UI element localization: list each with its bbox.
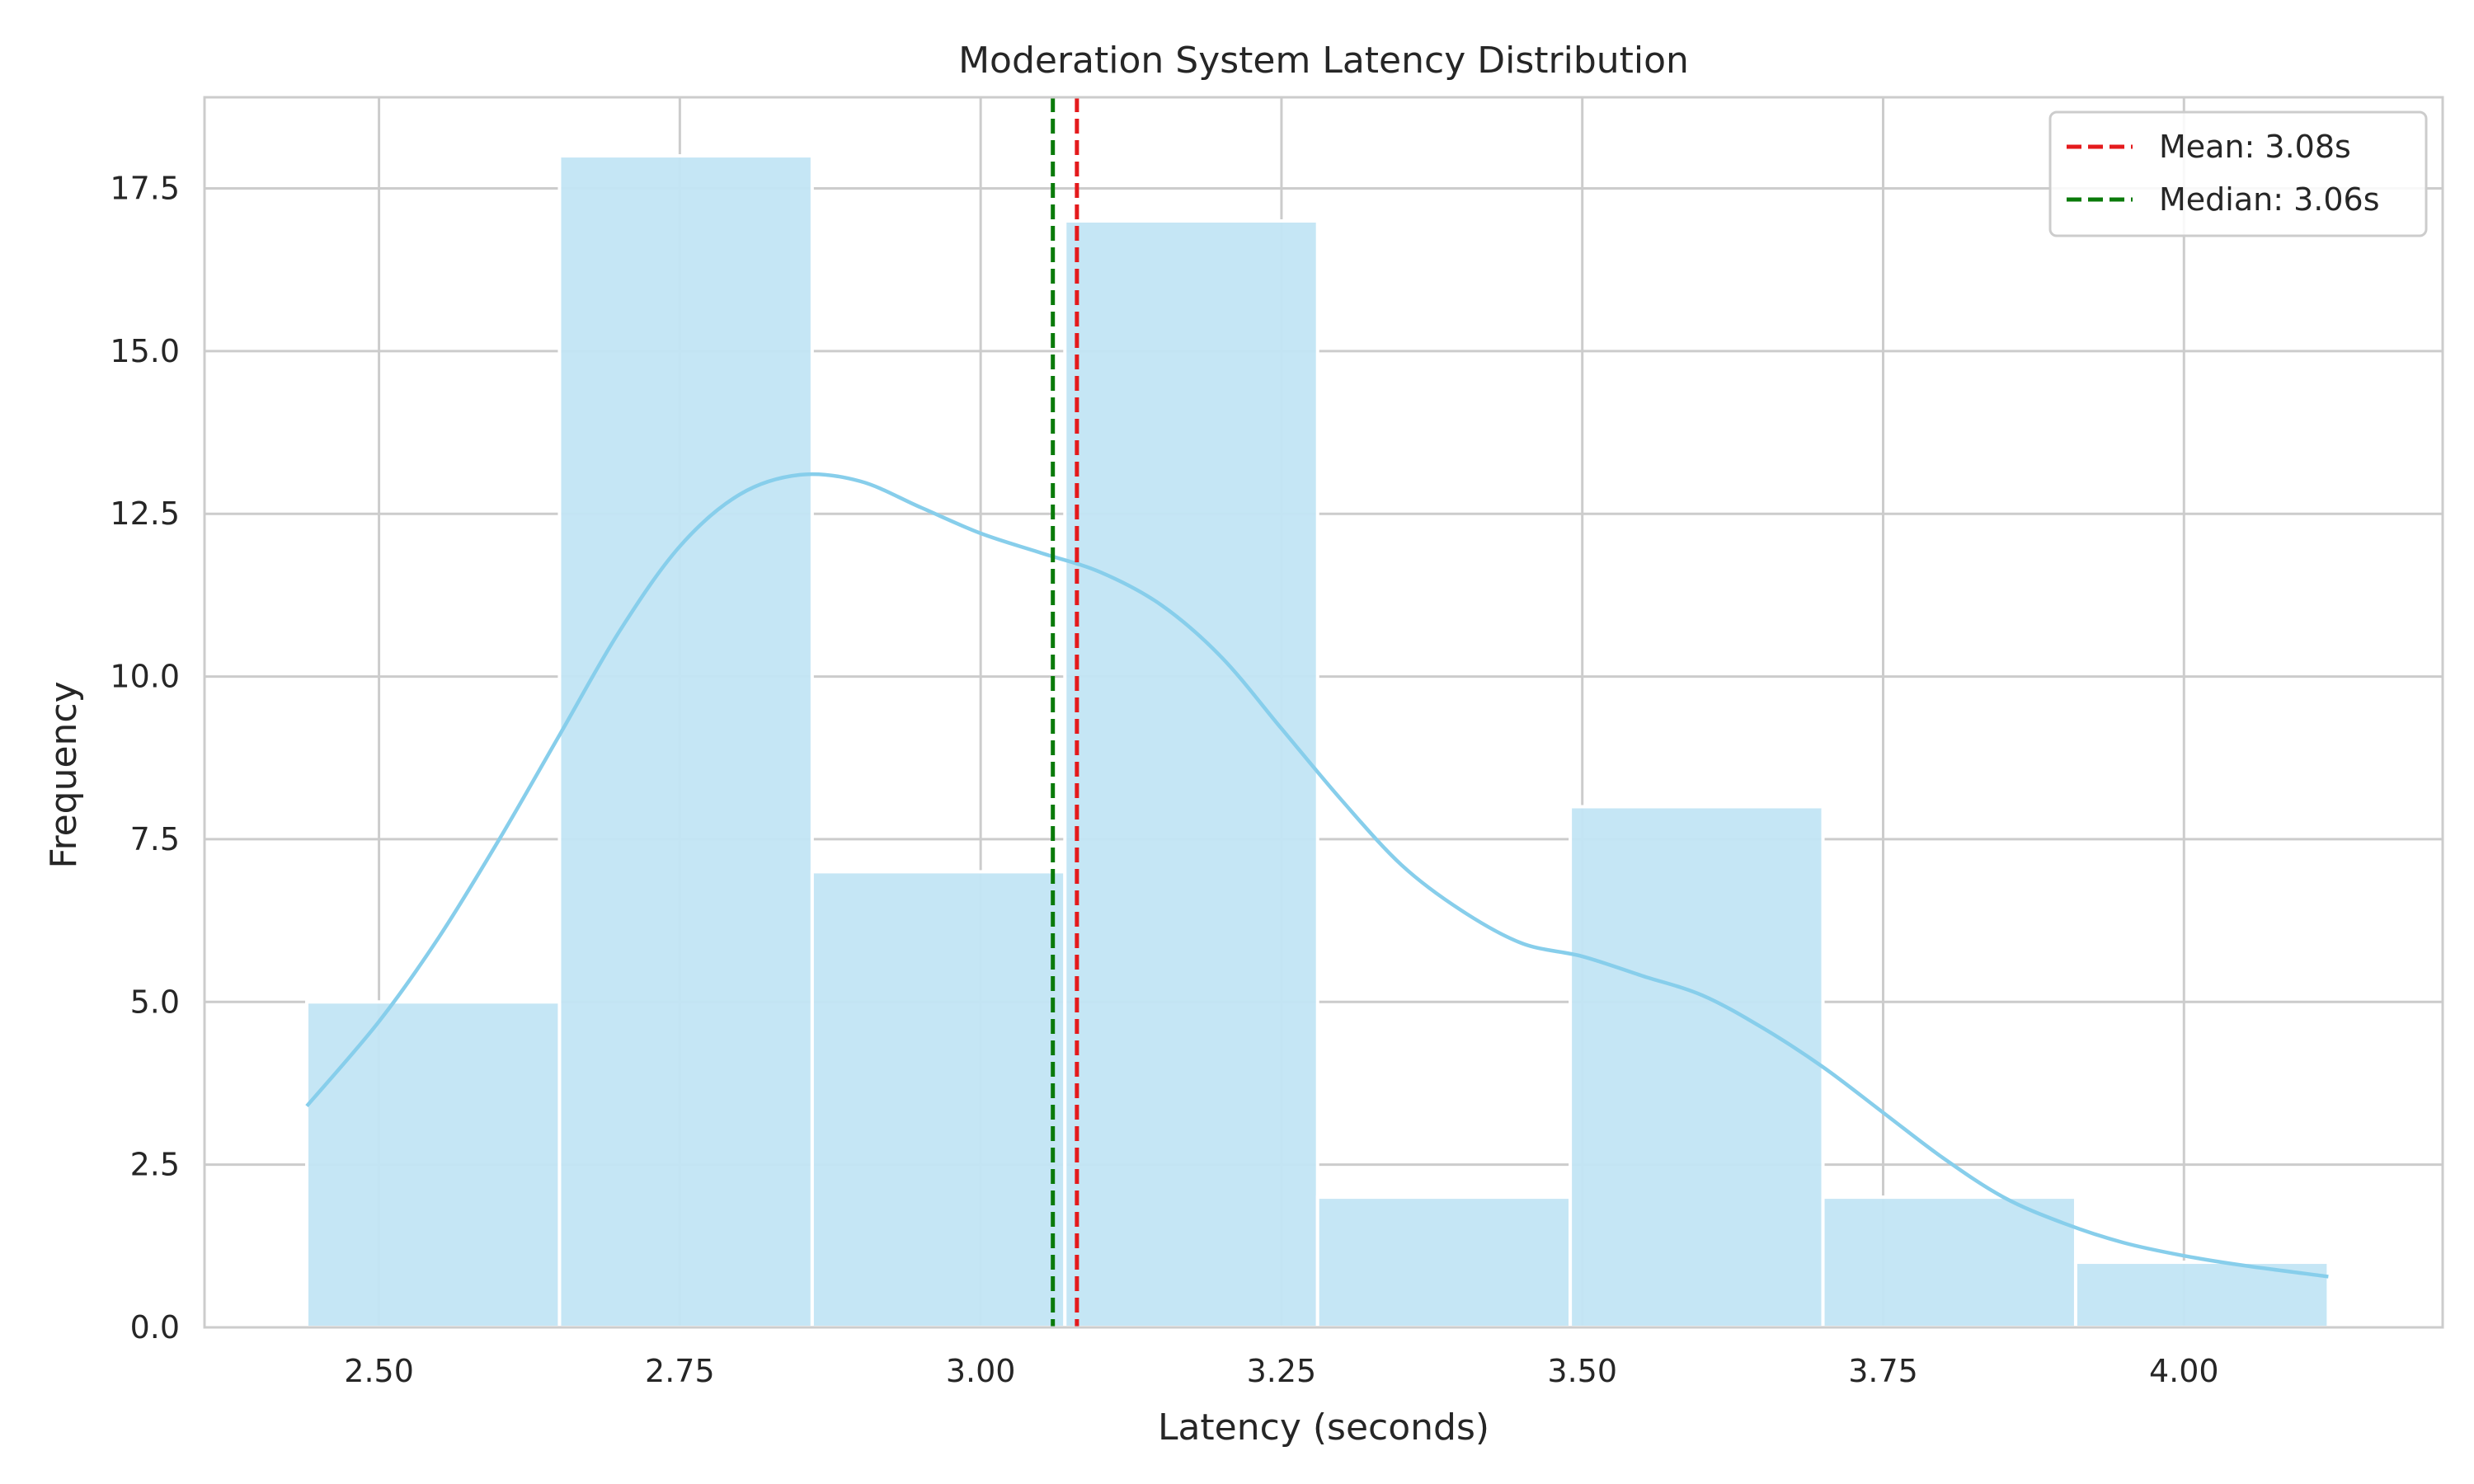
y-tick-label-5: 12.5 (110, 495, 180, 532)
x-tick-label-4: 3.50 (1547, 1353, 1617, 1389)
y-tick-labels: 0.0 2.5 5.0 7.5 10.0 12.5 15.0 17.5 (110, 171, 180, 1345)
reference-lines-layer (1051, 97, 1079, 1327)
legend-box (2048, 110, 2428, 237)
legend-label-0: Mean: 3.08s (2159, 129, 2351, 165)
y-tick-label-7: 17.5 (110, 171, 180, 207)
x-tick-label-2: 3.00 (946, 1353, 1016, 1389)
kde-curve (305, 472, 2329, 1279)
x-tick-label-3: 3.25 (1247, 1353, 1317, 1389)
histogram-bar-7 (2073, 1261, 2331, 1330)
x-axis-title: Latency (seconds) (1158, 1407, 1489, 1449)
x-tick-label-0: 2.50 (344, 1353, 414, 1389)
y-tick-label-0: 0.0 (130, 1309, 180, 1345)
legend: Mean: 3.08s Median: 3.06s (2048, 110, 2428, 237)
histogram-bar-5 (1569, 805, 1825, 1329)
kde-layer (305, 472, 2329, 1279)
y-tick-label-3: 7.5 (130, 821, 180, 857)
chart-title: Moderation System Latency Distribution (958, 40, 1689, 82)
plot-frame (203, 96, 2444, 1329)
histogram-bar-6 (1821, 1195, 2077, 1330)
y-tick-label-6: 15.0 (110, 333, 180, 369)
y-axis-title: Frequency (43, 681, 85, 868)
histogram-bar-2 (810, 870, 1067, 1329)
legend-label-1: Median: 3.06s (2159, 181, 2380, 218)
histogram-bar-1 (557, 154, 814, 1330)
histogram-bar-3 (1063, 218, 1319, 1330)
histogram-bar-0 (305, 1000, 562, 1329)
x-tick-label-5: 3.75 (1848, 1353, 1918, 1389)
histogram-bar-4 (1315, 1195, 1573, 1330)
y-tick-label-4: 10.0 (110, 659, 180, 695)
y-tick-label-2: 5.0 (130, 984, 180, 1020)
x-tick-labels: 2.50 2.75 3.00 3.25 3.50 3.75 4.00 (344, 1353, 2218, 1389)
x-tick-label-1: 2.75 (645, 1353, 715, 1389)
x-tick-label-6: 4.00 (2149, 1353, 2219, 1389)
bars-layer (305, 154, 2331, 1330)
y-tick-label-1: 2.5 (130, 1147, 180, 1183)
